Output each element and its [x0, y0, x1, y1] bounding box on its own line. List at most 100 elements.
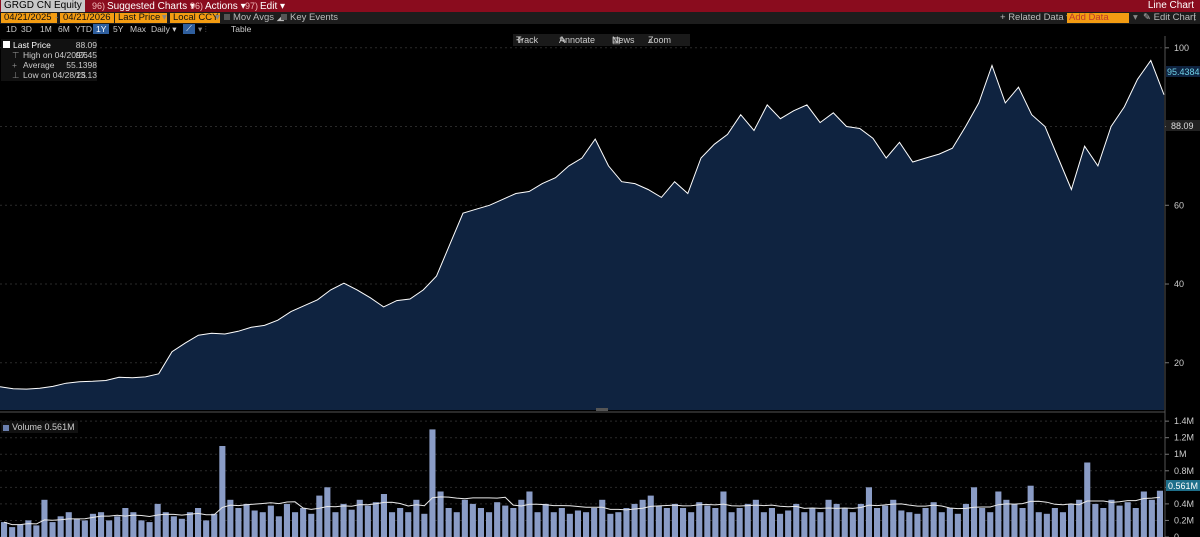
currency-dropdown-icon[interactable]: ▾ [215, 12, 220, 23]
volume-bar [720, 491, 727, 537]
table-view-button[interactable]: Table [231, 24, 252, 34]
mov-avgs-toggle[interactable]: Mov Avgs ◢ [224, 12, 284, 24]
volume-bar [227, 499, 234, 537]
volume-bar [300, 508, 307, 537]
volume-bar [275, 516, 282, 537]
volume-bar [1116, 505, 1123, 537]
volume-bar [1035, 512, 1042, 537]
period-1d[interactable]: 1D [6, 24, 17, 34]
volume-bar [49, 522, 56, 537]
volume-bar [1148, 499, 1155, 537]
volume-bar [65, 512, 72, 537]
legend-last-price[interactable]: Last Price 88.09 [1, 40, 97, 50]
volume-bar [235, 508, 242, 537]
volume-bar [623, 508, 630, 537]
volume-bar [841, 508, 848, 537]
suggested-charts-menu[interactable]: 96) Suggested Charts ▾ [92, 1, 195, 12]
add-data-dropdown-icon[interactable]: ▾ [1133, 12, 1138, 23]
currency-select[interactable]: Local CCY [170, 13, 220, 23]
key-events-toggle[interactable]: Key Events [281, 12, 338, 24]
price-axis: 10080604020 [1165, 43, 1189, 368]
volume-bar [25, 520, 32, 537]
period-1y[interactable]: 1Y [93, 24, 110, 34]
volume-bar [1156, 490, 1163, 537]
volume-bar [615, 512, 622, 537]
volume-bar [1027, 485, 1034, 537]
volume-tick-label: 0 [1174, 532, 1179, 537]
volume-bar [704, 505, 711, 537]
security-ticker[interactable]: GRGD CN Equity [1, 0, 85, 12]
date-separator: - [55, 12, 59, 23]
legend-high: ⊤ High on 04/20/26 97.45 [12, 50, 97, 60]
volume-bar [445, 508, 452, 537]
volume-bar [486, 512, 493, 537]
period-5y[interactable]: 5Y [113, 24, 124, 34]
volume-tag-label: 0.561M [1168, 481, 1198, 491]
volume-bar [477, 508, 484, 537]
period-6m[interactable]: 6M [58, 24, 70, 34]
edit-menu[interactable]: 97) Edit ▾ [245, 1, 286, 12]
period-3d[interactable]: 3D [21, 24, 32, 34]
volume-bar [979, 508, 986, 537]
volume-bar [898, 510, 905, 537]
volume-bar [316, 495, 323, 537]
volume-bar [1092, 503, 1099, 537]
start-date-field[interactable]: 04/21/2025 [1, 13, 57, 23]
period-1m[interactable]: 1M [40, 24, 52, 34]
volume-bar [1124, 502, 1131, 537]
period-ytd[interactable]: YTD [75, 24, 92, 34]
volume-legend[interactable]: Volume 0.561M [1, 421, 78, 433]
price-field-select[interactable]: Last Price [115, 13, 167, 23]
volume-bar [170, 516, 177, 537]
line-chart-icon[interactable]: ⟋ [183, 24, 195, 34]
end-date-field[interactable]: 04/21/2026 [60, 13, 114, 23]
volume-bar [987, 512, 994, 537]
volume-bar [946, 508, 953, 537]
volume-bar [389, 512, 396, 537]
volume-bar [583, 512, 590, 537]
volume-bar [461, 499, 468, 537]
volume-bar [680, 508, 687, 537]
volume-bar [550, 512, 557, 537]
volume-bar [340, 503, 347, 537]
volume-bar [81, 520, 88, 537]
volume-bar [1043, 513, 1050, 537]
volume-bar [413, 499, 420, 537]
volume-bar [502, 505, 509, 537]
volume-bar [33, 525, 40, 537]
volume-bar [1076, 499, 1083, 537]
price-series-line [0, 59, 1165, 390]
volume-bar [429, 429, 436, 537]
volume-bar [154, 503, 161, 537]
volume-bar [380, 494, 387, 537]
volume-tick-label: 0.8M [1174, 466, 1194, 476]
volume-bar [906, 512, 913, 537]
volume-bar [566, 513, 573, 537]
volume-bar [1132, 508, 1139, 537]
actions-menu[interactable]: 96) Actions ▾ [190, 1, 246, 12]
more-options-icon[interactable]: ⋮ [1190, 12, 1200, 23]
magnifier-icon: ⌕ [648, 35, 654, 45]
edit-chart-button[interactable]: ✎ Edit Chart [1143, 12, 1196, 23]
volume-bar [494, 502, 501, 537]
volume-bar [138, 520, 145, 537]
frequency-select[interactable]: Daily ▾ [151, 24, 177, 34]
volume-bar [89, 513, 96, 537]
volume-bar [777, 513, 784, 537]
volume-bar [930, 502, 937, 537]
add-data-input[interactable]: Add Data [1067, 13, 1129, 23]
volume-bar [793, 503, 800, 537]
period-max[interactable]: Max [130, 24, 147, 34]
volume-bar [1068, 503, 1075, 537]
volume-bar [1059, 512, 1066, 537]
line-style-icon[interactable]: ▾ ⫶ [198, 24, 207, 34]
volume-bar [768, 508, 775, 537]
pencil-icon: ✎ [559, 35, 567, 45]
pane-resize-handle[interactable] [596, 408, 608, 411]
volume-bar [453, 512, 460, 537]
field-dropdown-icon[interactable]: ▾ [162, 12, 167, 23]
volume-bar [865, 487, 872, 537]
volume-bar [178, 518, 185, 537]
volume-bar [558, 508, 565, 537]
